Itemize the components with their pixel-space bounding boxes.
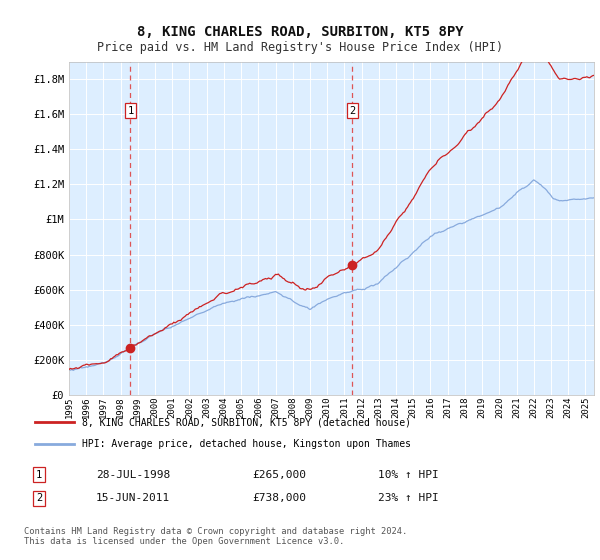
Text: 23% ↑ HPI: 23% ↑ HPI (378, 493, 439, 503)
Text: 1: 1 (127, 106, 134, 116)
Text: 8, KING CHARLES ROAD, SURBITON, KT5 8PY: 8, KING CHARLES ROAD, SURBITON, KT5 8PY (137, 26, 463, 39)
Text: 15-JUN-2011: 15-JUN-2011 (96, 493, 170, 503)
Text: Contains HM Land Registry data © Crown copyright and database right 2024.
This d: Contains HM Land Registry data © Crown c… (24, 527, 407, 546)
Text: 8, KING CHARLES ROAD, SURBITON, KT5 8PY (detached house): 8, KING CHARLES ROAD, SURBITON, KT5 8PY … (82, 417, 411, 427)
Text: 28-JUL-1998: 28-JUL-1998 (96, 470, 170, 480)
Text: 2: 2 (36, 493, 42, 503)
Text: Price paid vs. HM Land Registry's House Price Index (HPI): Price paid vs. HM Land Registry's House … (97, 41, 503, 54)
Text: £265,000: £265,000 (252, 470, 306, 480)
Text: £738,000: £738,000 (252, 493, 306, 503)
Text: HPI: Average price, detached house, Kingston upon Thames: HPI: Average price, detached house, King… (82, 439, 411, 449)
Text: 10% ↑ HPI: 10% ↑ HPI (378, 470, 439, 480)
Text: 2: 2 (349, 106, 355, 116)
Text: 1: 1 (36, 470, 42, 480)
